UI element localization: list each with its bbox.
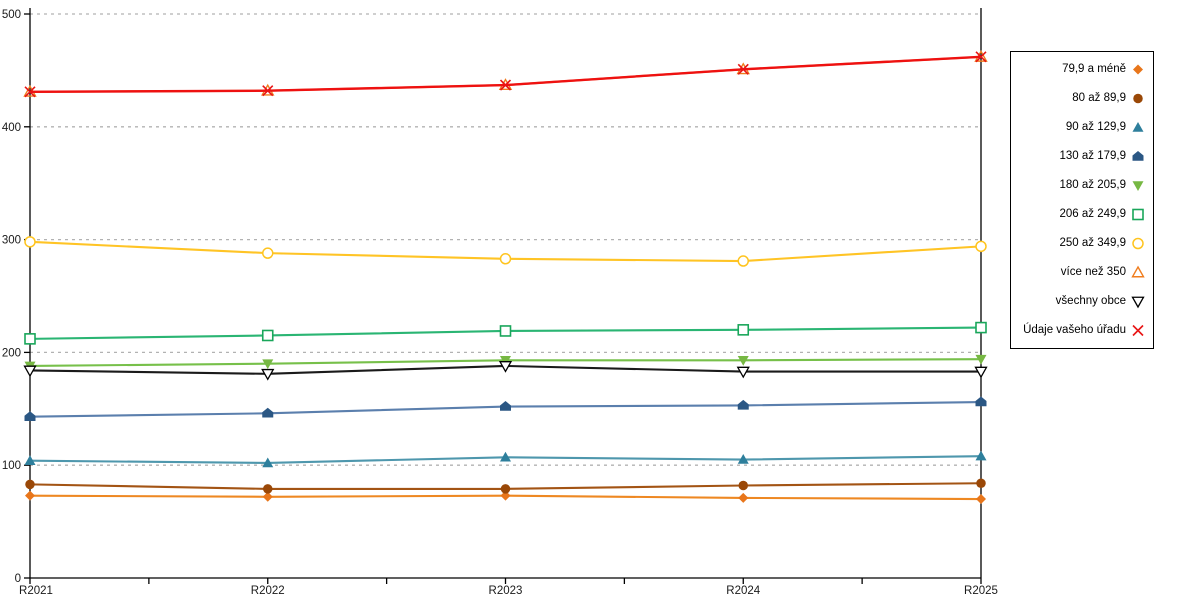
triangle-up-filled-icon: [1132, 122, 1144, 132]
series-6: [24, 236, 987, 267]
x-cross-icon: [1132, 324, 1144, 337]
x-tick-label: R2024: [726, 585, 760, 597]
series-5: [24, 321, 987, 345]
legend-item: 206 až 249,9: [1011, 201, 1153, 229]
series-0: [25, 490, 986, 505]
y-tick-label: 100: [2, 460, 21, 472]
legend-item-label: 180 až 205,9: [1059, 178, 1126, 191]
diamond-filled-icon: [1133, 64, 1143, 75]
series-7: [23, 49, 988, 97]
y-tick-label: 200: [2, 347, 21, 359]
legend-item: 90 až 129,9: [1011, 114, 1153, 142]
legend-item-label: 206 až 249,9: [1059, 207, 1126, 220]
series-3: [24, 396, 987, 421]
x-tick-label: R2025: [964, 585, 998, 597]
series-9: [24, 51, 987, 98]
series-8: [23, 361, 988, 381]
legend-item-label: 90 až 129,9: [1065, 120, 1126, 133]
triangle-down-open-icon: [1131, 296, 1145, 309]
legend-item-label: 79,9 a méně: [1062, 62, 1126, 75]
y-tick-label: 500: [2, 9, 21, 21]
legend-item: 80 až 89,9: [1011, 85, 1153, 113]
legend-item-label: všechny obce: [1055, 294, 1126, 307]
legend-item: 79,9 a méně: [1011, 56, 1153, 84]
legend-item: 130 až 179,9: [1011, 143, 1153, 171]
legend-item: Údaje vašeho úřadu: [1011, 317, 1153, 345]
legend-item-label: 250 až 349,9: [1059, 236, 1126, 249]
legend-item: více než 350: [1011, 259, 1153, 287]
circle-filled-icon: [1133, 93, 1143, 104]
legend-item: všechny obce: [1011, 288, 1153, 316]
triangle-down-filled-icon: [1132, 181, 1144, 191]
legend-item-label: více než 350: [1060, 265, 1126, 278]
triangle-up-open-icon: [1131, 265, 1145, 278]
legend-item-label: 80 až 89,9: [1072, 91, 1126, 104]
square-open-icon: [1132, 208, 1144, 221]
y-tick-label: 400: [2, 122, 21, 134]
chart-legend: 79,9 a méně 80 až 89,9 90 až 129,9 130 až 1…: [1010, 51, 1154, 349]
legend-item: 250 až 349,9: [1011, 230, 1153, 258]
x-tick-label: R2021: [19, 585, 53, 597]
y-tick-label: 300: [2, 235, 21, 247]
legend-item: 180 až 205,9: [1011, 172, 1153, 200]
x-tick-label: R2022: [251, 585, 285, 597]
legend-item-label: Údaje vašeho úřadu: [1023, 323, 1126, 336]
gridlines: [30, 13, 981, 466]
series-1: [25, 478, 986, 494]
x-axis-labels: R2021 R2022 R2023 R2024 R2025: [19, 585, 998, 597]
legend-item-label: 130 až 179,9: [1059, 149, 1126, 162]
pentagon-filled-icon: [1132, 151, 1144, 161]
series-2: [24, 450, 987, 468]
x-tick-label: R2023: [489, 585, 523, 597]
circle-open-icon: [1132, 237, 1144, 250]
y-tick-label: 0: [15, 573, 21, 585]
y-axis-labels: 0 100 200 300 400 500: [2, 9, 21, 585]
